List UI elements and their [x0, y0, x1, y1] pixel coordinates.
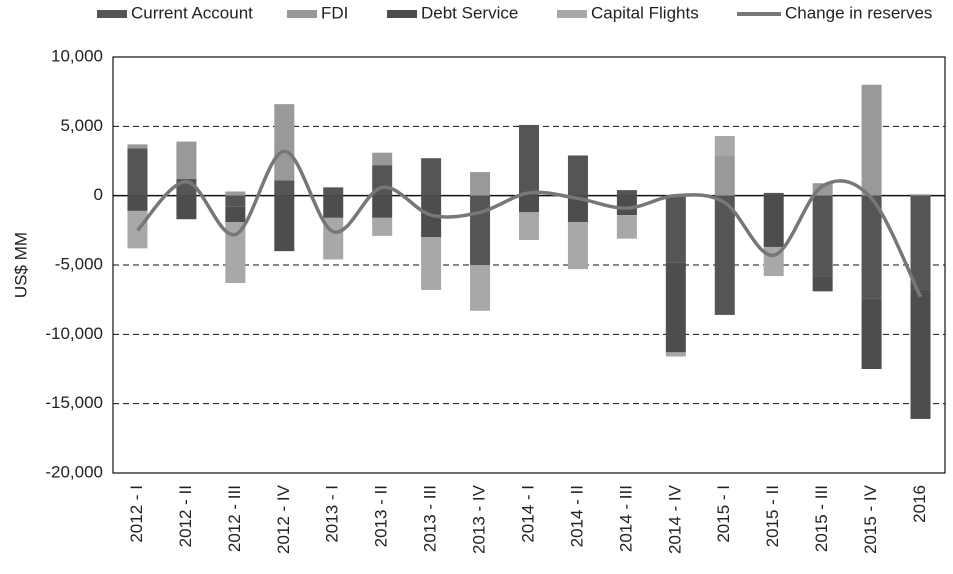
bar-segment: [225, 191, 246, 196]
bar-segment: [861, 195, 882, 299]
x-tick-label: 2012 - II: [176, 485, 195, 547]
bar-segment: [665, 352, 686, 357]
x-tick-label: 2015 - III: [812, 485, 831, 552]
bar-segment: [763, 192, 784, 196]
legend-swatch: [557, 10, 587, 18]
bar-segment: [665, 262, 686, 353]
bar-segment: [225, 195, 246, 207]
bar-segment: [714, 136, 735, 156]
bar-segment: [176, 195, 197, 220]
x-tick-label: 2014 - III: [616, 485, 635, 552]
legend-swatch: [287, 10, 317, 18]
x-tick-label: 2013 - IV: [470, 484, 489, 554]
y-tick-label: -15,000: [45, 393, 103, 412]
legend-swatch: [387, 10, 417, 18]
bar-segment: [470, 195, 491, 265]
legend-label: Capital Flights: [591, 3, 699, 22]
line-series: [136, 149, 923, 298]
bar-segment: [274, 195, 295, 252]
x-tick-label: 2016: [910, 485, 929, 523]
y-tick-label: 5,000: [60, 116, 103, 135]
x-tick-label: 2013 - II: [372, 485, 391, 547]
bar-segment: [470, 172, 491, 196]
bar-segment: [812, 276, 833, 292]
x-tick-label: 2014 - I: [518, 485, 537, 543]
legend-label: FDI: [321, 3, 348, 22]
y-tick-label: -10,000: [45, 324, 103, 343]
bar-segment: [616, 190, 637, 196]
legend-label: Debt Service: [421, 3, 518, 22]
bar-segment: [421, 237, 442, 290]
legend-label: Change in reserves: [785, 3, 932, 22]
x-tick-label: 2014 - II: [567, 485, 586, 547]
bar-segment: [274, 180, 295, 196]
bar-segment: [421, 158, 442, 196]
bar-segment: [372, 152, 393, 166]
bar-segment: [127, 148, 148, 196]
bar-segment: [567, 222, 588, 270]
bar-segment: [763, 195, 784, 247]
bar-segment: [127, 195, 148, 211]
bar-segment: [519, 212, 539, 241]
bar-segment: [274, 104, 295, 181]
bar-segment: [519, 124, 539, 196]
x-tick-label: 2012 - I: [127, 485, 146, 543]
plot-border: [112, 56, 946, 474]
bar-segment: [714, 195, 735, 315]
bar-segment: [372, 195, 393, 218]
legend-swatch: [97, 10, 127, 18]
x-tick-label: 2015 - I: [714, 485, 733, 543]
bar-segment: [225, 206, 246, 223]
x-tick-label: 2014 - IV: [665, 484, 684, 554]
bar-segment: [714, 155, 735, 196]
bar-segment: [910, 194, 931, 196]
y-tick-label: 0: [94, 185, 103, 204]
bar-segment: [323, 187, 344, 196]
x-tick-label: 2015 - IV: [861, 484, 880, 554]
x-tick-label: 2015 - II: [763, 485, 782, 547]
bar-segment: [470, 265, 491, 311]
bar-segment: [861, 298, 882, 369]
y-tick-label: -5,000: [55, 254, 103, 273]
legend-label: Current Account: [131, 3, 253, 22]
bar-segment: [567, 155, 588, 196]
bar-segment: [372, 217, 393, 236]
bar-segment: [616, 195, 637, 216]
x-tick-label: 2012 - IV: [274, 484, 293, 554]
bar-segment: [910, 289, 931, 419]
x-tick-label: 2012 - III: [225, 485, 244, 552]
bar-segment: [323, 195, 344, 218]
y-axis-title: US$ MM: [11, 232, 30, 298]
bar-segment: [910, 195, 931, 290]
bar-segment: [127, 144, 148, 149]
bar-segment: [665, 195, 686, 263]
y-tick-label: 10,000: [51, 46, 103, 65]
bar-segment: [812, 195, 833, 277]
bar-segment: [519, 195, 539, 213]
y-tick-label: -20,000: [45, 462, 103, 481]
bar-segment: [176, 141, 197, 180]
bar-segment: [567, 195, 588, 223]
bar-segment: [861, 84, 882, 196]
bar-segment: [616, 215, 637, 239]
x-tick-label: 2013 - III: [421, 485, 440, 552]
x-tick-label: 2013 - I: [323, 485, 342, 543]
bar-segment: [225, 222, 246, 284]
